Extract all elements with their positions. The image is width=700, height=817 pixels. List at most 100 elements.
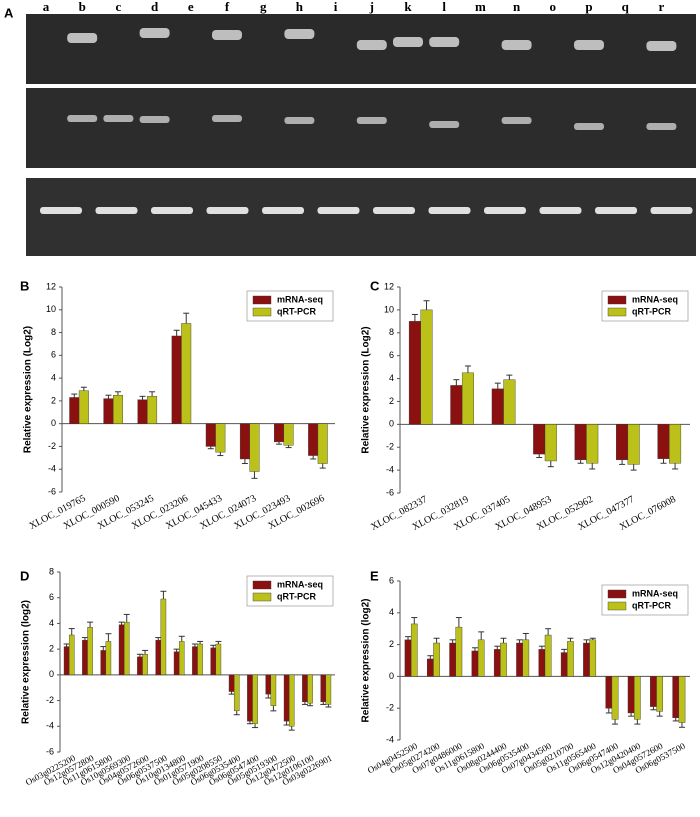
error-bar <box>307 703 314 707</box>
gel-band <box>284 29 315 39</box>
y-tick-label: 12 <box>384 281 394 291</box>
bar <box>78 390 89 424</box>
error-bar <box>455 617 462 628</box>
bar <box>583 642 590 677</box>
error-bar <box>589 637 596 640</box>
bar <box>449 642 456 677</box>
gel-band <box>356 40 387 50</box>
error-bar <box>68 628 75 635</box>
bar <box>68 634 75 676</box>
gel-band <box>574 40 604 50</box>
lane-label: p <box>585 0 592 14</box>
y-tick-label: 8 <box>389 327 394 337</box>
lane-label: a <box>43 0 50 14</box>
y-tick-label: -4 <box>386 464 394 474</box>
error-bar <box>494 645 501 650</box>
lane-label: d <box>151 0 159 14</box>
bar <box>249 423 260 472</box>
bar <box>112 394 123 424</box>
bar <box>522 639 530 677</box>
error-bar <box>228 691 235 695</box>
error-bar <box>217 452 224 457</box>
gel-band <box>356 117 387 124</box>
error-bar <box>114 391 121 396</box>
bar <box>616 424 629 461</box>
y-tick-label: -6 <box>386 487 394 497</box>
legend-label: qRT-PCR <box>277 591 316 601</box>
error-bar <box>411 313 418 322</box>
lane-label: q <box>622 0 630 14</box>
error-bar <box>589 463 596 470</box>
bar <box>270 674 277 706</box>
bar <box>155 639 162 676</box>
bar <box>252 674 258 724</box>
error-bar <box>650 706 657 711</box>
error-bar <box>656 711 663 717</box>
error-bar <box>81 637 88 641</box>
panel-label: A <box>4 5 14 20</box>
error-bar <box>619 459 626 465</box>
bar <box>503 379 516 425</box>
legend-label: qRT-PCR <box>277 306 316 316</box>
error-bar <box>173 329 180 336</box>
y-tick-label: 6 <box>49 592 54 602</box>
y-tick-label: 10 <box>384 304 394 314</box>
legend-label: mRNA-seq <box>277 294 323 304</box>
gel-band <box>646 123 677 130</box>
error-bar <box>149 391 156 397</box>
bar <box>627 424 640 465</box>
bar <box>210 647 217 676</box>
y-tick-label: 2 <box>389 639 394 649</box>
legend-swatch <box>607 601 627 611</box>
bar <box>574 424 587 461</box>
y-tick-label: 6 <box>51 350 56 360</box>
error-bar <box>105 394 112 399</box>
bar <box>274 423 285 443</box>
error-bar <box>453 379 460 386</box>
y-axis-label: Relative expression (log2) <box>21 600 32 724</box>
legend-swatch <box>252 295 272 305</box>
bar <box>302 674 308 703</box>
y-tick-label: 12 <box>46 281 56 291</box>
gel-band <box>262 207 304 214</box>
gel-band <box>595 207 637 214</box>
bar <box>477 639 485 677</box>
bar <box>669 424 682 464</box>
error-bar <box>634 719 641 725</box>
bar <box>69 397 80 424</box>
error-bar <box>672 717 679 722</box>
bar <box>461 372 474 425</box>
lane-label: n <box>513 0 521 14</box>
gel-band <box>574 123 604 130</box>
bar <box>307 674 313 704</box>
error-bar <box>155 637 162 641</box>
panel-label: E <box>370 568 379 583</box>
bar <box>205 423 216 447</box>
gel-band <box>393 37 423 47</box>
error-bar <box>423 300 430 310</box>
bar <box>308 423 319 456</box>
bar <box>634 676 641 720</box>
gel-band <box>650 207 693 214</box>
bar <box>233 674 240 712</box>
bar <box>215 643 222 676</box>
error-bar <box>411 617 418 624</box>
lane-label: c <box>116 0 122 14</box>
error-bar <box>71 393 78 398</box>
gel-band <box>151 207 193 214</box>
bar <box>247 674 253 722</box>
bar <box>544 634 552 677</box>
error-bar <box>547 460 554 468</box>
error-bar <box>197 640 204 644</box>
panel-label: D <box>20 568 29 583</box>
bar <box>455 626 463 677</box>
error-bar <box>500 637 507 644</box>
lane-label: b <box>79 0 86 14</box>
bar <box>325 674 332 705</box>
y-tick-label: -4 <box>46 721 54 731</box>
lane-label: i <box>334 0 338 14</box>
legend-swatch <box>607 589 627 599</box>
bar <box>567 641 574 677</box>
error-bar <box>630 464 637 471</box>
y-tick-label: 6 <box>389 350 394 360</box>
